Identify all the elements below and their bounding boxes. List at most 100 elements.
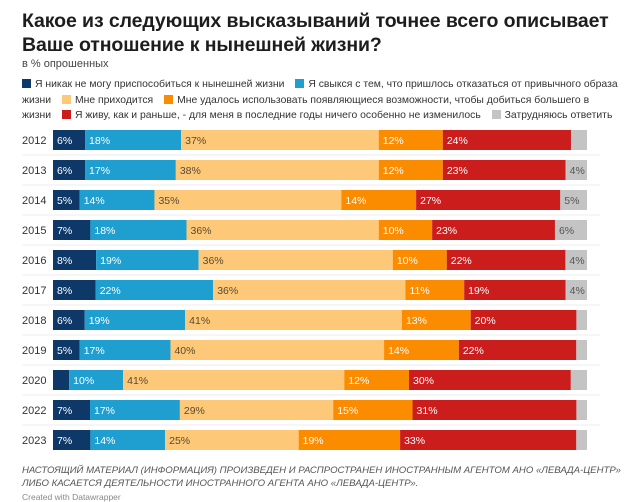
data-label: 19% — [89, 315, 110, 327]
bar-segment — [53, 250, 97, 270]
bar-segment — [96, 250, 199, 270]
data-label: 6% — [57, 135, 72, 147]
bar-segment — [565, 280, 587, 300]
data-label: 17% — [84, 345, 105, 357]
bar-segment — [576, 310, 587, 330]
bar-segment — [123, 370, 345, 390]
bar-segment — [570, 130, 587, 150]
data-label: 4% — [570, 285, 585, 297]
legend-label: Мне приходится — [74, 94, 154, 106]
bar-segment — [412, 400, 577, 420]
bar-segment — [432, 220, 555, 240]
data-label: 36% — [203, 255, 224, 267]
data-label: 6% — [559, 225, 574, 237]
bar-segment — [53, 220, 91, 240]
data-label: 29% — [184, 405, 205, 417]
legend-swatch — [22, 79, 31, 88]
data-label: 18% — [94, 225, 115, 237]
bar-segment — [446, 250, 566, 270]
bar-segment — [198, 250, 393, 270]
bar-segment — [405, 280, 465, 300]
year-label: 2014 — [22, 195, 46, 207]
bar-segment — [181, 130, 379, 150]
data-label: 17% — [89, 165, 110, 177]
bar-row: 2018 6% 19% 41% 13% 20% — [22, 304, 600, 330]
data-label: 6% — [57, 165, 72, 177]
bar-row: 2012 6% 18% 37% 12% 24% — [22, 130, 587, 150]
data-label: 10% — [397, 255, 418, 267]
data-label: 12% — [383, 165, 404, 177]
bar-segment — [85, 130, 182, 150]
year-label: 2015 — [22, 225, 46, 237]
bar-segment — [416, 190, 561, 210]
bar-segment — [53, 130, 86, 150]
bar-segment — [576, 400, 587, 420]
chart-subtitle: в % опрошенных — [22, 58, 109, 70]
data-label: 23% — [436, 225, 457, 237]
year-label: 2020 — [22, 375, 46, 387]
data-label: 7% — [57, 225, 72, 237]
data-label: 25% — [169, 435, 190, 447]
bar-segment — [53, 340, 80, 360]
bar-segment — [401, 310, 471, 330]
foreign-agent-notice: Настоящий материал (информация) произвед… — [22, 465, 621, 489]
data-label: 10% — [383, 225, 404, 237]
data-label: 12% — [348, 375, 369, 387]
bar-segment — [53, 160, 86, 180]
data-label: 15% — [337, 405, 358, 417]
legend-swatch — [491, 110, 501, 119]
legend-item: Я никак не могу приспособиться к нынешне… — [22, 79, 284, 90]
legend-item: Я свыкся с тем, что пришлось отказаться … — [22, 79, 618, 106]
data-label: 19% — [468, 285, 489, 297]
legend-label: Я никак не могу приспособиться к нынешне… — [35, 79, 285, 90]
data-label: 24% — [447, 135, 468, 147]
data-label: 5% — [564, 195, 579, 207]
bar-segment — [165, 430, 299, 450]
bar-segment — [565, 160, 587, 180]
bar-segment — [464, 280, 566, 300]
data-label: 14% — [94, 435, 115, 447]
bar-segment — [185, 310, 402, 330]
data-label: 14% — [388, 345, 409, 357]
data-label: 22% — [451, 255, 472, 267]
bar-segment — [400, 430, 577, 450]
bar-segment — [84, 310, 186, 330]
data-label: 4% — [570, 165, 585, 177]
data-label: 6% — [57, 315, 72, 327]
bar-segment — [85, 160, 176, 180]
data-label: 23% — [447, 165, 468, 177]
data-label: 14% — [345, 195, 366, 207]
bar-segment — [570, 370, 587, 390]
bar-segment — [576, 430, 587, 450]
legend-label: Затрудняюсь ответить — [504, 110, 613, 121]
bar-row: 2017 8% 22% 36% 11% 19% 4% — [22, 274, 600, 300]
legend-swatch — [295, 79, 305, 88]
data-label: 41% — [189, 315, 210, 327]
bar-segment — [384, 340, 459, 360]
bar-segment — [53, 310, 85, 330]
bar-segment — [442, 130, 571, 150]
data-label: 8% — [57, 285, 72, 297]
bar-segment — [53, 280, 96, 300]
bar-row: 2019 5% 17% 40% 14% 22% — [22, 334, 600, 360]
year-label: 2022 — [22, 405, 46, 417]
legend-swatch — [61, 94, 71, 104]
stacked-bar-chart: 2012 6% 18% 37% 12% 24%2013 6% 17% 38% 12% 23% 4%20… — [22, 130, 600, 450]
bar-segment — [392, 250, 447, 270]
bar-segment — [53, 400, 91, 420]
year-label: 2023 — [22, 435, 46, 447]
data-label: 11% — [409, 285, 429, 297]
chart-title: Какое из следующих высказываний точнее в… — [22, 10, 609, 56]
legend-item: Затрудняюсь ответить — [491, 110, 613, 121]
data-label: 12% — [383, 135, 404, 147]
year-label: 2016 — [22, 255, 46, 267]
year-label: 2012 — [22, 135, 46, 147]
bar-segment — [576, 340, 587, 360]
legend-item: Мне удалось использовать появляющиеся во… — [22, 94, 589, 121]
datawrapper-credit: Created with Datawrapper — [22, 492, 121, 502]
bar-segment — [179, 400, 334, 420]
bar-segment — [79, 340, 171, 360]
bar-row: 2015 7% 18% 36% 10% 23% 6% — [22, 214, 600, 240]
bar-row: 2014 5% 14% 35% 14% 27% 5% — [22, 184, 600, 210]
legend: Я никак не могу приспособиться к нынешне… — [22, 77, 622, 124]
